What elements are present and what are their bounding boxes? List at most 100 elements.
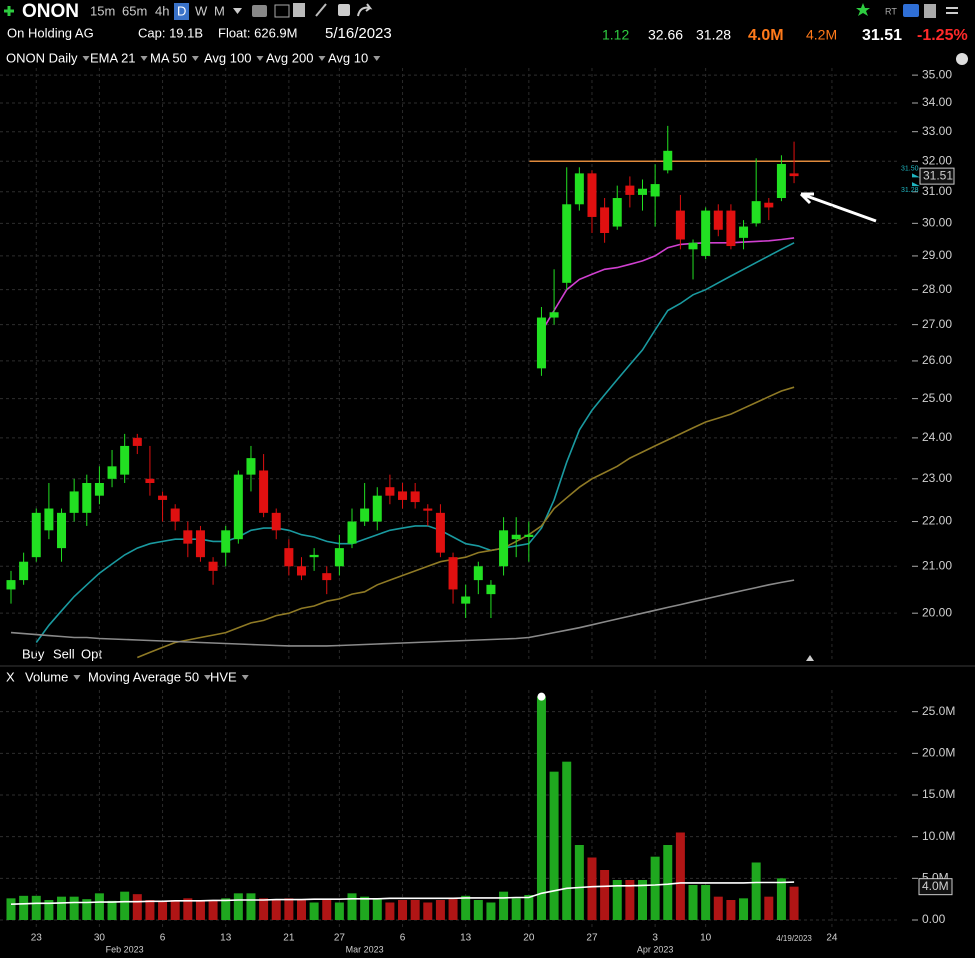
scroll-marker[interactable] xyxy=(806,655,814,661)
candle-body xyxy=(625,185,635,195)
volume-bar xyxy=(271,900,281,920)
volume-bar xyxy=(764,896,774,920)
order-button[interactable]: Buy xyxy=(22,646,45,661)
y-tick-label: 32.00 xyxy=(922,153,952,167)
volume-bar xyxy=(120,891,130,920)
indicator-legend[interactable]: Avg 100 xyxy=(204,50,251,65)
volume-legend[interactable]: HVE xyxy=(210,669,237,684)
tool-icon[interactable] xyxy=(315,3,327,17)
timeframe[interactable]: W xyxy=(195,3,208,18)
stat: 32.66 xyxy=(648,27,683,43)
dropdown[interactable] xyxy=(233,8,242,14)
timeframe-selected[interactable] xyxy=(174,3,189,20)
candle-body xyxy=(486,584,496,595)
candle-body xyxy=(663,150,673,171)
price-tag: 31.28 xyxy=(901,187,919,194)
candle-body xyxy=(385,487,395,496)
candle-body xyxy=(688,242,698,250)
candle-body xyxy=(638,188,647,195)
candle-body xyxy=(739,226,749,238)
volume-bar xyxy=(158,900,168,920)
candle-body xyxy=(448,557,458,590)
volume-bar xyxy=(650,856,660,920)
timeframe[interactable]: 15m xyxy=(90,3,115,18)
dropdown[interactable] xyxy=(73,675,81,680)
y-tick-label: 0.00 xyxy=(922,912,946,926)
volume-bar xyxy=(423,902,433,920)
tool-icon[interactable] xyxy=(338,4,350,16)
volume-bar xyxy=(132,894,142,920)
dropdown[interactable] xyxy=(204,675,212,680)
y-tick-label: 10.0M xyxy=(922,829,955,843)
indicator-legend[interactable]: Avg 10 xyxy=(328,50,368,65)
share-icon[interactable] xyxy=(357,3,373,17)
timeframe[interactable]: M xyxy=(214,3,225,18)
settings-icon[interactable] xyxy=(956,53,968,65)
volume: 4.0M xyxy=(748,27,784,44)
volume-bar xyxy=(461,895,471,920)
star-icon[interactable] xyxy=(856,3,870,16)
volume-bar xyxy=(347,893,357,920)
y-tick-label: 27.00 xyxy=(922,317,952,331)
volume-bar xyxy=(435,900,445,920)
volume-bar xyxy=(612,880,622,920)
x-tick-label: 24 xyxy=(826,933,838,944)
avg-volume: 4.2M xyxy=(806,27,837,43)
order-button[interactable]: Opt xyxy=(81,646,102,661)
y-tick-label: 29.00 xyxy=(922,248,952,262)
dropdown[interactable] xyxy=(82,56,90,61)
add-icon[interactable] xyxy=(4,6,14,16)
timeframe[interactable]: 4h xyxy=(155,3,169,18)
volume-bar xyxy=(19,895,29,920)
tool-icon[interactable] xyxy=(274,4,290,18)
candle-body xyxy=(499,530,509,567)
tool-icon[interactable] xyxy=(293,3,305,17)
indicator-legend[interactable]: ONON Daily xyxy=(6,50,78,65)
company-name: On Holding AG xyxy=(7,25,94,40)
dropdown[interactable] xyxy=(373,56,381,61)
order-button[interactable]: Sell xyxy=(53,646,75,661)
doc-icon[interactable] xyxy=(924,4,936,18)
candle-body xyxy=(511,534,521,540)
symbol[interactable]: ONON xyxy=(22,1,79,22)
candle-body xyxy=(322,573,332,581)
candle-body xyxy=(675,210,685,240)
volume-legend[interactable]: Volume xyxy=(25,669,68,684)
price-tag-marker xyxy=(912,173,920,178)
volume-tag: 4.0M xyxy=(922,879,949,893)
x-tick-label: 13 xyxy=(220,933,232,944)
candle-body xyxy=(208,561,218,571)
volume-bar xyxy=(6,898,16,920)
x-tick-label: 6 xyxy=(400,933,406,944)
candle-body xyxy=(473,566,483,581)
price-tag-box xyxy=(919,167,955,185)
candle-body xyxy=(44,508,54,531)
candle-body xyxy=(524,534,534,537)
date: 5/16/2023 xyxy=(325,25,392,42)
volume-legend[interactable]: X xyxy=(6,669,15,684)
rt-icon[interactable]: RT xyxy=(885,6,897,16)
indicator-legend[interactable]: MA 50 xyxy=(150,50,187,65)
dropdown[interactable] xyxy=(140,56,148,61)
indicator-legend[interactable]: EMA 21 xyxy=(90,50,136,65)
x-tick-label: 13 xyxy=(460,933,472,944)
menu-icon[interactable] xyxy=(946,7,958,14)
volume-bar xyxy=(499,891,509,920)
dropdown[interactable] xyxy=(256,56,264,61)
s-icon[interactable] xyxy=(903,4,919,17)
volume-legend[interactable]: Moving Average 50 xyxy=(88,669,199,684)
dropdown[interactable] xyxy=(318,56,326,61)
dropdown[interactable] xyxy=(191,56,199,61)
timeframe[interactable]: D xyxy=(177,3,186,18)
dropdown[interactable] xyxy=(241,675,249,680)
indicator-legend[interactable]: Avg 200 xyxy=(266,50,313,65)
candle-body xyxy=(612,198,622,227)
candle-body xyxy=(398,491,408,500)
y-tick-label: 25.00 xyxy=(922,391,952,405)
timeframe[interactable]: 65m xyxy=(122,3,147,18)
candle-body xyxy=(69,491,79,513)
stat: 31.28 xyxy=(696,27,731,43)
moving-average xyxy=(35,242,795,643)
tool-icon[interactable] xyxy=(252,5,267,17)
candle-body xyxy=(158,495,168,500)
